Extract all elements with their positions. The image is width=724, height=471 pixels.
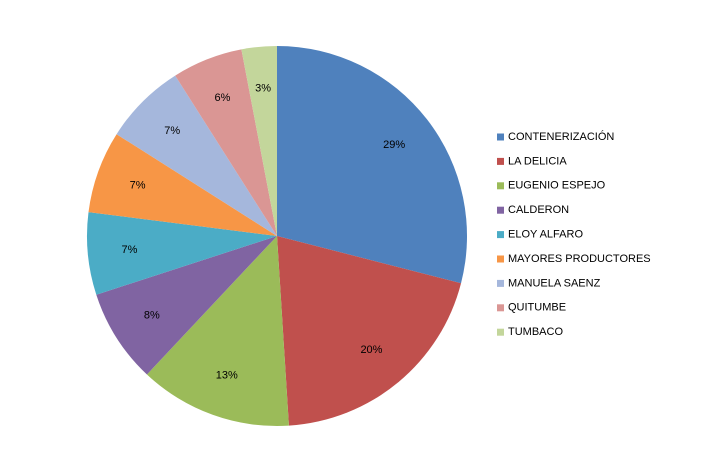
pie-slice [88,134,278,236]
data-label: 7% [130,180,146,192]
data-label: 13% [216,369,238,381]
legend-label: LA DELICIA [508,155,567,167]
legend-swatch [497,206,504,214]
legend-label: QUITUMBE [508,302,566,314]
legend-label: CALDERON [508,204,569,216]
legend-label: EUGENIO ESPEJO [508,180,606,192]
legend-label: MAYORES PRODUCTORES [508,253,651,265]
legend-swatch [497,279,504,287]
pie-slice [146,236,289,426]
legend-swatch [497,157,504,165]
legend-swatch [497,304,504,312]
pie-slice [116,75,277,236]
data-label: 8% [144,309,160,321]
pie-slice [96,236,278,375]
pie-slice [241,46,277,236]
data-label: 29% [383,139,405,151]
legend-label: CONTENERIZACIÓN [508,130,614,143]
legend-swatch [497,328,504,336]
legend-label: MANUELA SAENZ [508,277,601,289]
data-label: 6% [214,92,230,104]
pie-slice [175,49,277,237]
data-label: 7% [122,244,138,256]
legend-label: TUMBACO [508,326,563,338]
legend-swatch [497,133,504,141]
pie-slice [277,236,462,426]
legend-swatch [497,231,504,239]
legend-label: ELOY ALFARO [508,229,583,241]
pie-slice [277,46,467,284]
pie-slice [87,212,277,295]
legend-swatch [497,255,504,263]
data-label: 20% [360,344,382,356]
data-label: 7% [164,125,180,137]
data-label: 3% [255,82,271,94]
legend-swatch [497,182,504,190]
